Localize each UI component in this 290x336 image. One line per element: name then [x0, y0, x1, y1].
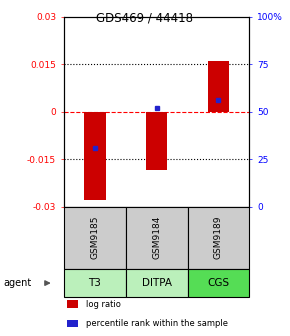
Bar — [208, 61, 229, 112]
Bar — [146, 112, 167, 170]
Text: percentile rank within the sample: percentile rank within the sample — [86, 319, 228, 328]
Text: GSM9184: GSM9184 — [152, 216, 161, 259]
Text: T3: T3 — [88, 278, 101, 288]
Text: GSM9189: GSM9189 — [214, 216, 223, 259]
Text: GSM9185: GSM9185 — [90, 216, 99, 259]
Text: log ratio: log ratio — [86, 300, 120, 308]
Text: CGS: CGS — [207, 278, 229, 288]
Text: GDS469 / 44418: GDS469 / 44418 — [97, 12, 193, 25]
Text: DITPA: DITPA — [142, 278, 172, 288]
Bar — [84, 112, 106, 200]
Text: agent: agent — [3, 278, 31, 288]
